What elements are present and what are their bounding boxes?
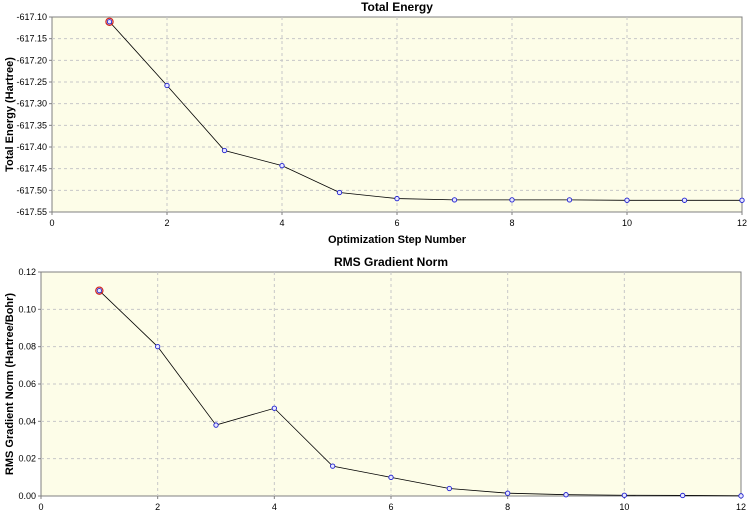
data-point[interactable] xyxy=(509,197,515,203)
y-tick-label: 0.12 xyxy=(18,267,36,277)
data-point[interactable] xyxy=(155,344,161,350)
x-tick-label: 2 xyxy=(155,502,160,511)
x-tick-label: 10 xyxy=(622,218,632,228)
y-tick-label: 0.02 xyxy=(18,454,36,464)
x-tick-label: 2 xyxy=(164,218,169,228)
y-tick-label: 0.08 xyxy=(18,342,36,352)
data-point[interactable] xyxy=(738,493,744,499)
x-tick-label: 0 xyxy=(38,502,43,511)
y-tick-label: -617.15 xyxy=(16,34,47,44)
data-point[interactable] xyxy=(271,405,277,411)
data-point[interactable] xyxy=(394,195,400,202)
x-tick-label: 0 xyxy=(49,218,54,228)
y-tick-label: -617.10 xyxy=(16,12,47,22)
data-point[interactable] xyxy=(563,492,569,498)
y-tick-label: -617.50 xyxy=(16,185,47,195)
data-point[interactable] xyxy=(446,485,452,492)
data-point[interactable] xyxy=(336,189,343,196)
y-tick-label: -617.40 xyxy=(16,142,47,152)
data-point[interactable] xyxy=(681,197,688,203)
y-tick-label: 0.10 xyxy=(18,304,36,314)
series-line xyxy=(99,290,742,497)
y-tick-label: -617.45 xyxy=(16,164,47,174)
y-tick-label: -617.55 xyxy=(16,207,47,217)
y-tick-label: -617.35 xyxy=(16,120,47,130)
data-point[interactable] xyxy=(388,474,394,480)
chart-title: RMS Gradient Norm xyxy=(334,255,448,269)
x-tick-label: 4 xyxy=(279,218,284,228)
chart-title: Total Energy xyxy=(361,0,433,14)
data-point[interactable] xyxy=(279,162,285,169)
x-tick-label: 12 xyxy=(737,218,747,228)
x-tick-label: 4 xyxy=(272,502,277,511)
data-point[interactable] xyxy=(451,197,458,203)
chart-1: Total Energy 0 2 4 6 8 10 12 -617.10 -617.15 -617.… xyxy=(4,0,747,246)
data-point[interactable] xyxy=(739,197,745,203)
x-tick-label: 10 xyxy=(619,502,629,511)
y-axis-label: RMS Gradient Norm (Hartree/Bohr) xyxy=(4,293,16,475)
data-point[interactable] xyxy=(566,197,573,203)
series-line xyxy=(109,21,742,201)
x-tick-label: 6 xyxy=(388,502,393,511)
y-tick-label: 0.06 xyxy=(18,379,36,389)
y-tick-label: -617.30 xyxy=(16,99,47,109)
x-tick-label: 6 xyxy=(394,218,399,228)
data-point[interactable] xyxy=(221,147,228,154)
y-tick-label: 0.00 xyxy=(18,491,36,501)
data-point[interactable] xyxy=(624,197,630,203)
x-tick-label: 12 xyxy=(736,502,746,511)
data-point[interactable] xyxy=(680,492,686,499)
data-point[interactable] xyxy=(106,19,113,25)
y-tick-label: -617.20 xyxy=(16,55,47,65)
data-point[interactable] xyxy=(213,422,219,428)
selected-point-ring xyxy=(95,286,104,295)
x-tick-label: 8 xyxy=(509,218,514,228)
y-tick-label: -617.25 xyxy=(16,77,47,87)
x-axis-label: Optimization Step Number xyxy=(328,234,467,246)
selected-point-ring xyxy=(105,17,114,26)
data-point[interactable] xyxy=(164,82,170,89)
x-tick-label: 8 xyxy=(505,502,510,511)
y-tick-label: 0.04 xyxy=(18,416,36,426)
data-point[interactable] xyxy=(621,492,627,498)
data-point[interactable] xyxy=(96,288,102,294)
chart-2: RMS Gradient Norm 0 2 4 6 8 10 12 0.12 0.10 0.08 0.… xyxy=(4,255,746,511)
y-axis-label: Total Energy (Hartree) xyxy=(4,57,16,172)
data-point[interactable] xyxy=(505,490,511,496)
data-point[interactable] xyxy=(330,463,336,469)
